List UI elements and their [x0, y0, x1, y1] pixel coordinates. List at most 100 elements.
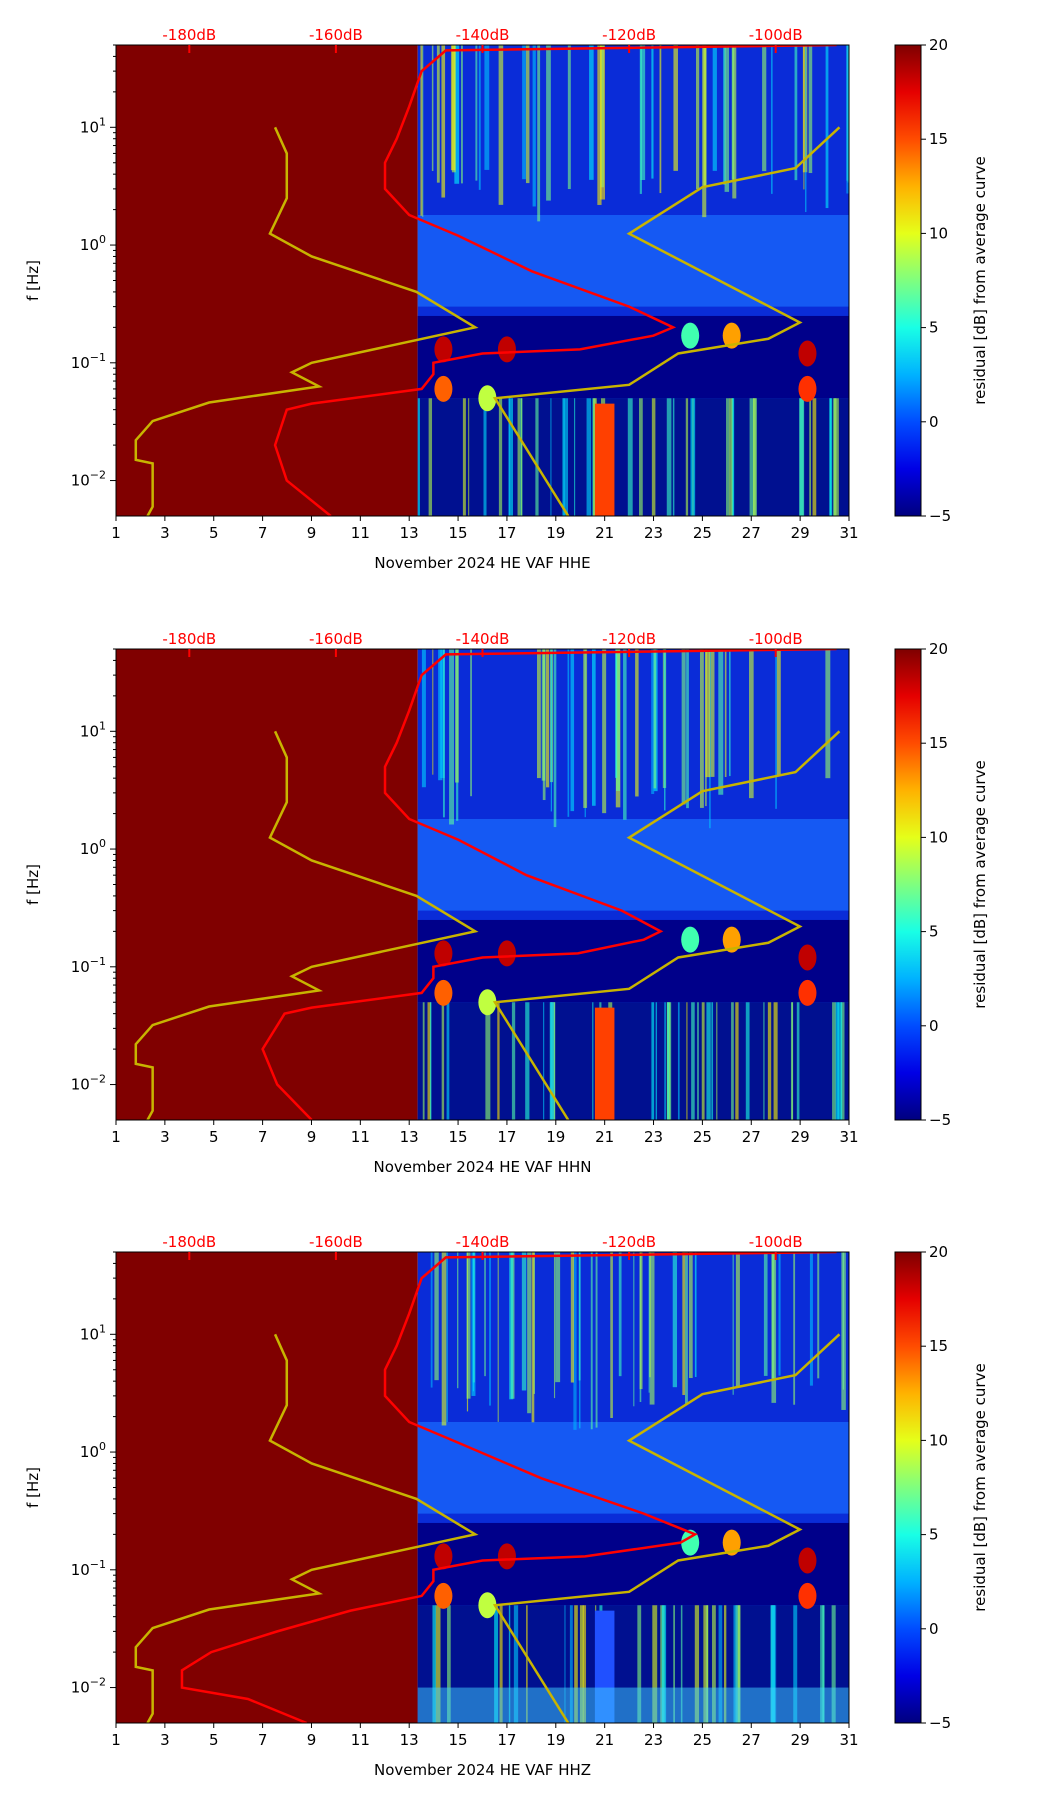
top-db-tick-label: -120dB: [602, 1233, 656, 1251]
spectrogram-panel-hhz: 1 3 5 7 9 11 13 15 17 19 21 23 25 27 29 31 10−2 10−1 100 10…: [0, 1207, 1052, 1810]
spectrogram-streak: [649, 1252, 655, 1405]
spectrogram-streak: [776, 649, 781, 776]
spectrogram-event-column: [594, 1007, 615, 1120]
top-db-tick-label: -140dB: [456, 26, 510, 44]
colorbar-tick-label: 0: [929, 413, 939, 431]
spectrogram-energy-blob: [798, 375, 817, 402]
spectrogram-streak: [509, 1252, 514, 1400]
spectrogram-streak: [705, 649, 711, 778]
spectrogram-streak: [578, 1252, 581, 1381]
x-tick-label: 27: [742, 524, 761, 542]
spectrogram-energy-blob: [434, 1543, 453, 1570]
y-tick-exponent: −2: [90, 469, 106, 482]
spectrogram-streak: [422, 1002, 425, 1120]
spectrogram-streak: [796, 1002, 800, 1120]
spectrogram-streak: [653, 649, 657, 789]
spectrogram-streak: [846, 45, 849, 194]
spectrogram-streak: [834, 398, 839, 516]
spectrogram-energy-blob: [681, 322, 700, 349]
top-db-tick-label: -120dB: [602, 26, 656, 44]
spectrogram-streak: [673, 45, 678, 171]
spectrogram-energy-blob: [434, 979, 453, 1006]
spectrogram-streak: [639, 1252, 643, 1390]
spectrogram-streak: [623, 649, 627, 820]
spectrogram-streak: [667, 1002, 672, 1120]
x-tick-label: 27: [742, 1731, 761, 1749]
y-tick-exponent: 1: [99, 115, 106, 128]
spectrogram-streak: [438, 649, 443, 781]
spectrogram-streak: [597, 45, 602, 205]
colorbar-tick-label: 20: [929, 36, 948, 54]
spectrogram-streak: [633, 1252, 635, 1407]
y-tick-exponent: 1: [99, 719, 106, 732]
spectrogram-streak: [837, 1002, 843, 1120]
spectrogram-streak: [673, 1605, 676, 1723]
y-axis-label: f [Hz]: [24, 1467, 42, 1508]
spectrogram-streak: [475, 45, 478, 181]
colorbar-tick-label: 10: [929, 1431, 948, 1449]
spectrogram-streak: [702, 45, 707, 218]
spectrogram-streak: [436, 45, 440, 183]
top-db-tick-label: -100dB: [749, 1233, 803, 1251]
spectrogram-streak: [724, 45, 730, 192]
colorbar-tick-label: 15: [929, 734, 948, 752]
spectrogram-streak: [513, 1605, 519, 1723]
spectrogram-energy-blob: [722, 322, 741, 349]
plot-area: [116, 1252, 849, 1723]
spectrogram-streak: [420, 45, 423, 216]
spectrogram-streak: [470, 649, 472, 797]
spectrogram-streak: [517, 398, 521, 516]
spectrogram-energy-blob: [478, 989, 497, 1016]
top-db-tick-label: -100dB: [749, 630, 803, 648]
x-axis-label: November 2024 HE VAF HHE: [374, 554, 590, 572]
colorbar-tick-label: 5: [929, 1526, 939, 1544]
spectrogram-streak: [497, 1002, 500, 1120]
x-tick-label: 23: [644, 1128, 663, 1146]
x-tick-label: 9: [307, 1128, 317, 1146]
y-tick-label: 101: [80, 1322, 106, 1343]
spectrogram-streak: [535, 398, 539, 516]
low-noise-model-line: [134, 126, 479, 516]
high-noise-model-line: [492, 126, 841, 516]
spectrogram-streak: [441, 45, 446, 198]
spectrogram-streak: [701, 1002, 705, 1120]
spectrogram-streak: [649, 1252, 651, 1378]
y-tick-exponent: 1: [99, 1322, 106, 1335]
y-tick-exponent: −1: [90, 955, 106, 968]
spectrogram-streak: [422, 45, 424, 218]
spectrogram-streak: [466, 1252, 471, 1399]
y-tick-label: 10−2: [71, 469, 106, 490]
spectrogram-energy-blob: [798, 1582, 817, 1609]
x-tick-label: 25: [693, 1128, 712, 1146]
spectrogram-streak: [732, 1252, 734, 1395]
spectrogram-streak: [729, 398, 733, 516]
spectrogram-streak: [462, 398, 466, 516]
colorbar-tick-label: −5: [929, 1111, 951, 1129]
spectrogram-quiet-band: [417, 1522, 849, 1606]
x-tick-label: 17: [497, 524, 516, 542]
spectrogram-energy-blob: [681, 926, 700, 953]
spectrogram-hhz: 1 3 5 7 9 11 13 15 17 19 21 23 25 27 29 3110−210−110010…: [24, 1233, 989, 1779]
spectrogram-streak: [685, 398, 689, 516]
spectrogram-streak: [449, 649, 454, 825]
x-tick-label: 11: [351, 1731, 370, 1749]
spectrogram-energy-blob: [681, 1529, 700, 1556]
x-tick-label: 17: [497, 1731, 516, 1749]
spectrogram-streak: [771, 1252, 775, 1379]
spectrogram-streak: [432, 1605, 436, 1723]
spectrogram-streak: [494, 1605, 499, 1723]
x-tick-label: 3: [160, 1731, 170, 1749]
spectrogram-streak: [690, 398, 696, 516]
colorbar-tick-label: 10: [929, 224, 948, 242]
spectrogram-streak: [812, 398, 817, 516]
spectrogram-streak: [695, 45, 700, 190]
spectrogram-streak: [483, 398, 487, 516]
x-tick-label: 21: [595, 1731, 614, 1749]
spectrogram-streak: [431, 45, 434, 171]
high-noise-model-line: [492, 1333, 841, 1723]
spectrogram-quiet-band: [417, 315, 849, 399]
colorbar-tick-label: 20: [929, 1243, 948, 1261]
spectrogram-streak: [567, 649, 570, 817]
spectrogram-streak: [707, 1605, 709, 1723]
spectrogram-streak: [555, 1252, 561, 1383]
